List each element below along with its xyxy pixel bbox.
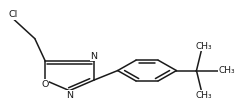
Text: N: N	[66, 91, 73, 100]
Text: CH₃: CH₃	[195, 91, 212, 100]
Text: O: O	[42, 80, 49, 89]
Text: CH₃: CH₃	[195, 42, 212, 51]
Text: N: N	[90, 52, 97, 61]
Text: CH₃: CH₃	[218, 66, 235, 75]
Text: Cl: Cl	[9, 10, 18, 19]
